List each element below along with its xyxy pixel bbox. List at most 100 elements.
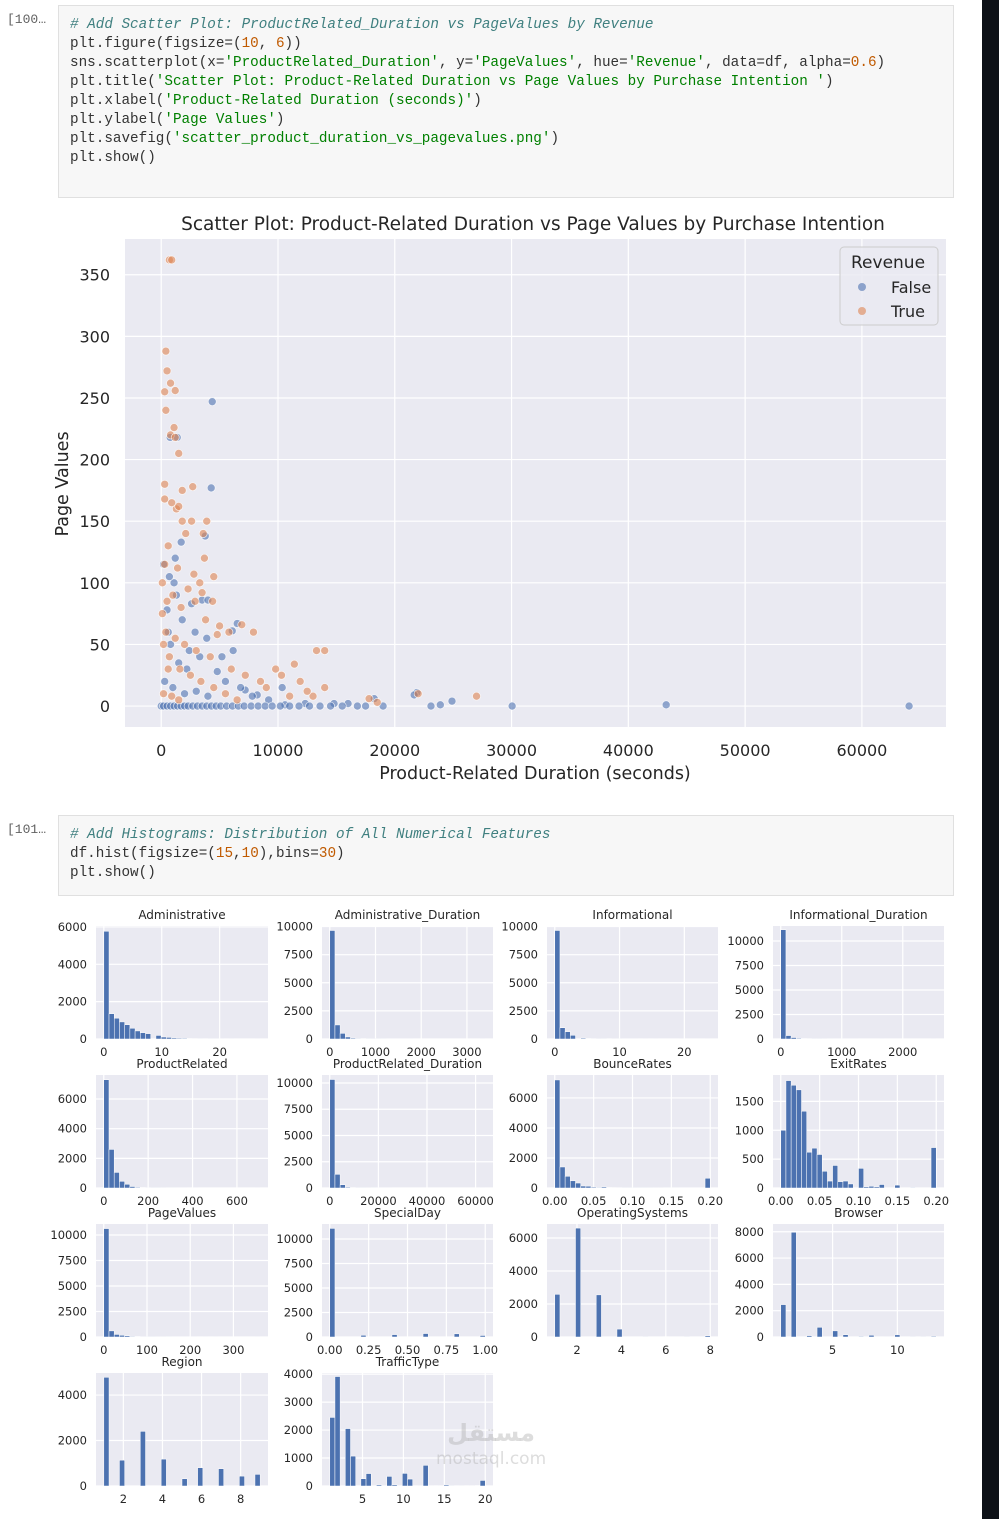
hist-bar xyxy=(365,1473,372,1487)
hist-bar xyxy=(595,1187,602,1189)
hist-bar xyxy=(350,1037,356,1040)
code-token-string: 'Revenue' xyxy=(627,55,705,71)
x-tick-label: 4 xyxy=(159,1492,166,1506)
point-false xyxy=(275,701,285,711)
hist-bar xyxy=(785,1035,792,1040)
point-true xyxy=(175,664,185,674)
x-tick-label: 0.75 xyxy=(434,1343,460,1357)
hist-title: SpecialDay xyxy=(374,1206,441,1220)
y-tick-label: 4000 xyxy=(58,957,87,971)
point-true xyxy=(413,689,423,699)
hist-bar xyxy=(780,929,787,1040)
hist-title: Informational_Duration xyxy=(789,908,927,922)
histogram-informational-duration: 0 1000 2000 0 2500 5000 7500 10000 Informational… xyxy=(727,908,944,1059)
point-false xyxy=(447,696,457,706)
hist-bar xyxy=(345,1428,351,1487)
code-token-plain: plt.show() xyxy=(70,150,156,166)
hist-bar xyxy=(134,1030,141,1040)
y-tick-label: 500 xyxy=(742,1152,764,1166)
y-tick-label: 0 xyxy=(531,1330,538,1344)
point-false xyxy=(190,627,200,637)
x-tick-label: 10 xyxy=(154,1045,169,1059)
y-tick-label: 0 xyxy=(531,1032,538,1046)
x-tick-label: 5 xyxy=(829,1343,836,1357)
histogram-operatingsystems: 2 4 6 8 0 2000 4000 6000 OperatingSystems xyxy=(509,1206,718,1357)
point-true xyxy=(162,596,172,606)
code-token-plain: ) xyxy=(876,55,886,71)
y-tick-label: 5000 xyxy=(284,1128,313,1142)
y-tick-label: 2500 xyxy=(284,1004,313,1018)
y-tick-label: 0 xyxy=(306,1330,313,1344)
x-tick-label: 400 xyxy=(182,1194,204,1208)
hist-bar xyxy=(345,1036,351,1040)
point-true xyxy=(289,659,299,669)
point-true xyxy=(174,695,184,705)
y-tick-label: 0 xyxy=(306,1032,313,1046)
code-cell-histograms[interactable]: # Add Histograms: Distribution of All Nu… xyxy=(58,815,954,896)
hist-plot-area xyxy=(322,1075,493,1188)
hist-bar xyxy=(575,1227,581,1338)
point-false xyxy=(217,652,227,662)
x-tick-label: 0.50 xyxy=(395,1343,421,1357)
code-line: plt.title('Scatter Plot: Product-Related… xyxy=(70,73,885,92)
hist-bar xyxy=(873,1186,880,1189)
hist-bar xyxy=(134,1187,141,1189)
point-true xyxy=(232,695,242,705)
point-true xyxy=(472,691,481,701)
code-cell-scatter[interactable]: # Add Scatter Plot: ProductRelated_Durat… xyxy=(58,5,954,198)
x-tick-label: 0.00 xyxy=(768,1194,794,1208)
code-token-plain: ) xyxy=(550,131,560,147)
x-tick-label: 0 xyxy=(777,1045,784,1059)
hist-bar xyxy=(166,1037,172,1040)
point-false xyxy=(160,677,170,686)
point-false xyxy=(326,701,335,711)
histogram-traffictype: 5 10 15 20 0 1000 2000 3000 4000 TrafficType xyxy=(284,1355,493,1506)
point-false xyxy=(337,701,347,711)
hist-bar xyxy=(171,1037,178,1040)
point-false xyxy=(221,677,230,686)
hist-bar xyxy=(858,1168,864,1189)
point-false xyxy=(206,483,216,493)
code-token-string: 'Scatter Plot: Product-Related Duration … xyxy=(155,74,826,90)
code-editor[interactable]: # Add Histograms: Distribution of All Nu… xyxy=(70,826,550,883)
hist-bar xyxy=(930,1147,937,1189)
hist-bar xyxy=(585,1185,592,1189)
point-true xyxy=(195,578,205,588)
hist-title: PageValues xyxy=(148,1206,216,1220)
point-true xyxy=(158,609,167,618)
code-editor[interactable]: # Add Scatter Plot: ProductRelated_Durat… xyxy=(70,16,885,168)
y-tick-label: 7500 xyxy=(58,1254,87,1268)
x-tick-label: 0 xyxy=(156,741,166,760)
hist-bar xyxy=(355,1038,362,1040)
hist-bar xyxy=(176,1037,183,1040)
histogram-productrelated-duration: 0 20000 40000 60000 0 2500 5000 7500 10000 Produc… xyxy=(276,1057,493,1208)
y-tick-label: 4000 xyxy=(509,1264,538,1278)
y-tick-label: 0 xyxy=(80,1330,87,1344)
y-tick-label: 7500 xyxy=(509,948,538,962)
point-true xyxy=(308,691,318,701)
x-tick-label: 1000 xyxy=(827,1045,856,1059)
hist-bar xyxy=(140,1032,146,1040)
hist-bar xyxy=(329,1228,336,1338)
code-token-plain: plt.title( xyxy=(70,74,156,90)
hist-bar xyxy=(616,1328,623,1338)
y-tick-label: 6000 xyxy=(58,1092,87,1106)
point-true xyxy=(170,433,180,442)
x-tick-label: 0 xyxy=(100,1194,107,1208)
point-true xyxy=(187,516,196,526)
hist-bar xyxy=(103,931,110,1040)
x-tick-label: 60000 xyxy=(457,1194,494,1208)
point-false xyxy=(170,553,180,563)
y-tick-label: 200 xyxy=(79,451,110,470)
hist-bar xyxy=(129,1028,136,1040)
y-tick-label: 10000 xyxy=(501,920,538,934)
hist-bar xyxy=(360,1335,367,1338)
point-true xyxy=(160,494,170,504)
x-tick-label: 8 xyxy=(707,1343,714,1357)
code-token-plain: , xyxy=(233,846,242,862)
x-tick-label: 0 xyxy=(326,1045,333,1059)
hist-bar xyxy=(124,1184,131,1189)
hist-bar xyxy=(145,1033,151,1040)
point-true xyxy=(160,387,170,397)
